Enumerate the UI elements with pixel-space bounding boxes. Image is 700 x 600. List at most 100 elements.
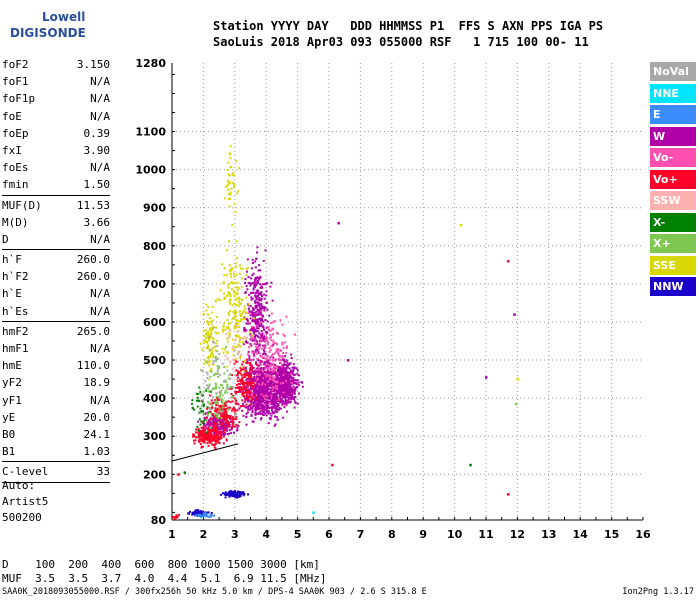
- echo-point: [264, 283, 267, 286]
- echo-point: [251, 337, 254, 340]
- echo-point: [234, 494, 237, 497]
- echo-point: [256, 373, 259, 376]
- echo-point: [286, 345, 289, 348]
- echo-point: [229, 295, 232, 298]
- echo-point: [238, 407, 241, 410]
- echo-point: [198, 512, 201, 515]
- echo-point: [293, 406, 296, 409]
- echo-point: [219, 427, 222, 430]
- echo-point: [269, 382, 272, 385]
- param-value: 1.03: [83, 445, 111, 459]
- echo-point: [232, 420, 235, 423]
- echo-point: [237, 390, 240, 393]
- echo-point: [223, 403, 226, 406]
- echo-point: [243, 318, 246, 321]
- echo-point: [260, 396, 263, 399]
- echo-point: [268, 378, 271, 381]
- echo-point: [289, 386, 292, 389]
- echo-point: [281, 323, 284, 326]
- echo-point: [235, 491, 238, 494]
- echo-point: [256, 295, 259, 298]
- echo-point: [257, 320, 260, 323]
- echo-point: [275, 331, 278, 334]
- echo-point: [264, 367, 267, 370]
- echo-point: [251, 262, 254, 265]
- echo-point: [253, 284, 256, 287]
- echo-point: [222, 408, 225, 411]
- echo-point: [231, 400, 234, 403]
- echo-point: [235, 325, 238, 328]
- param-name: h`Es: [2, 304, 29, 318]
- echo-point: [257, 304, 260, 307]
- echo-point: [225, 332, 228, 335]
- echo-point: [263, 379, 266, 382]
- echo-point: [205, 436, 208, 439]
- echo-point: [245, 340, 248, 343]
- echo-point: [220, 419, 223, 422]
- echo-point: [287, 362, 290, 365]
- echo-point: [271, 372, 274, 375]
- echo-point: [209, 426, 212, 429]
- echo-point: [202, 422, 205, 425]
- echo-point: [270, 388, 273, 391]
- echo-point: [253, 328, 256, 331]
- echo-point: [236, 352, 239, 355]
- echo-point: [248, 357, 251, 360]
- echo-point: [243, 336, 246, 339]
- echo-point: [277, 399, 280, 402]
- param-row: h`Es N/A: [2, 303, 110, 320]
- echo-point: [214, 357, 217, 360]
- echo-point: [266, 385, 269, 388]
- echo-point: [229, 157, 232, 160]
- echo-point: [244, 337, 247, 340]
- echo-point: [271, 401, 274, 404]
- echo-point: [239, 383, 242, 386]
- echo-point: [206, 442, 209, 445]
- echo-point: [201, 348, 204, 351]
- echo-point: [212, 396, 215, 399]
- echo-point: [253, 294, 256, 297]
- echo-point: [207, 411, 210, 414]
- echo-point: [257, 269, 260, 272]
- echo-point: [292, 376, 295, 379]
- echo-point: [268, 392, 271, 395]
- echo-point: [200, 426, 203, 429]
- echo-point: [218, 405, 221, 408]
- echo-point: [219, 423, 222, 426]
- echo-point: [238, 340, 241, 343]
- echo-point: [288, 378, 291, 381]
- echo-point: [294, 366, 297, 369]
- echo-point: [201, 510, 204, 513]
- echo-point: [225, 326, 228, 329]
- echo-point: [222, 492, 225, 495]
- echo-point: [205, 416, 208, 419]
- echo-point: [265, 377, 268, 380]
- echo-point: [229, 490, 232, 493]
- echo-point: [171, 516, 174, 519]
- echo-point: [284, 399, 287, 402]
- echo-point: [206, 406, 209, 409]
- echo-point: [282, 374, 285, 377]
- isolated-echo-point: [506, 260, 510, 263]
- x-tick-label: 10: [447, 528, 463, 541]
- echo-point: [218, 373, 221, 376]
- echo-point: [276, 405, 279, 408]
- echo-point: [251, 297, 254, 300]
- echo-point: [250, 413, 253, 416]
- echo-point: [212, 420, 215, 423]
- echo-point: [229, 360, 232, 363]
- echo-point: [224, 491, 227, 494]
- echo-point: [272, 377, 275, 380]
- echo-point: [262, 325, 265, 328]
- echo-point: [290, 373, 293, 376]
- echo-point: [245, 358, 248, 361]
- echo-point: [284, 388, 287, 391]
- echo-point: [200, 369, 203, 372]
- param-name: yE: [2, 410, 16, 424]
- echo-point: [227, 322, 230, 325]
- echo-point: [204, 340, 207, 343]
- echo-point: [251, 328, 254, 331]
- echo-point: [250, 379, 253, 382]
- echo-point: [198, 434, 201, 437]
- echo-point: [215, 315, 218, 318]
